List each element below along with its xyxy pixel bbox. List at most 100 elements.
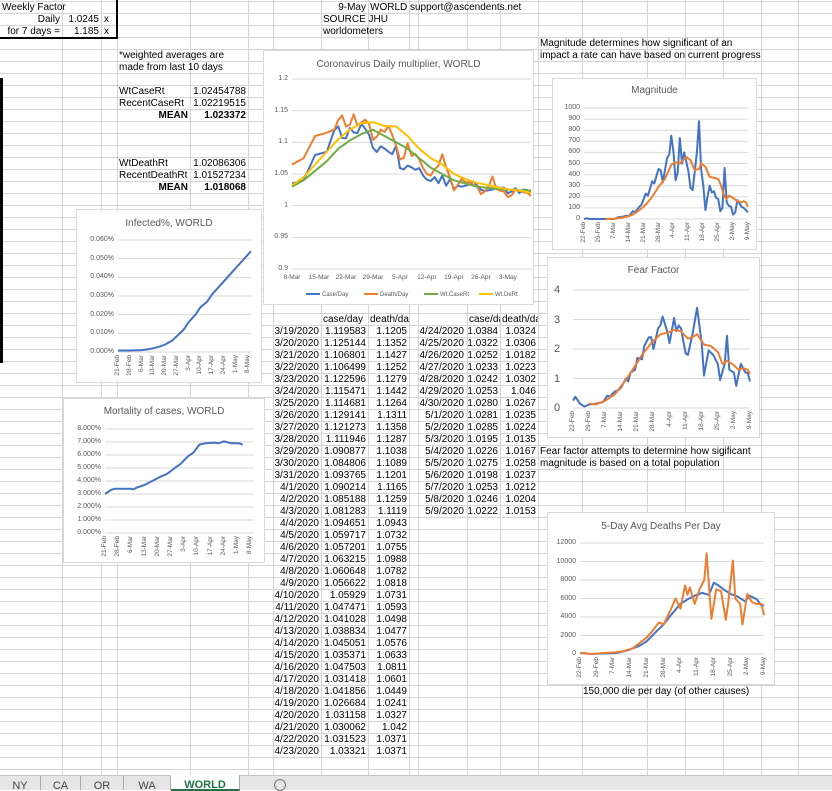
table-case-cell[interactable]: 1.119583	[325, 326, 366, 337]
table-case-cell[interactable]: 1.03321	[329, 746, 366, 757]
table-death-cell[interactable]: 1.0182	[505, 350, 536, 361]
weekly-factor-title[interactable]: Weekly Factor	[2, 2, 66, 13]
table-date-cell[interactable]: 4/28/2020	[419, 374, 465, 385]
table-death-cell[interactable]: 1.1252	[376, 362, 407, 373]
chart-daily-multiplier[interactable]: Coronavirus Daily multiplier, WORLD 0.9 0…	[263, 50, 534, 305]
table-death-cell[interactable]: 1.0371	[376, 734, 407, 745]
table-date-cell[interactable]: 5/8/2020	[425, 494, 464, 505]
table-death-cell[interactable]: 1.0167	[505, 446, 536, 457]
tab-or[interactable]: OR	[81, 776, 124, 790]
table-case-cell[interactable]: 1.0246	[467, 494, 498, 505]
table-date-cell[interactable]: 4/6/2020	[280, 542, 319, 553]
table-case-cell[interactable]: 1.114681	[325, 398, 366, 409]
wt-death-label[interactable]: WtDeathRt	[119, 158, 168, 169]
table-death-cell[interactable]: 1.0601	[376, 674, 407, 685]
table-date-cell[interactable]: 4/2/2020	[280, 494, 319, 505]
wt-death-value[interactable]: 1.02086306	[193, 158, 246, 169]
table-date-cell[interactable]: 4/12/2020	[274, 614, 320, 625]
table-case-cell[interactable]: 1.0275	[467, 458, 498, 469]
table-date-cell[interactable]: 3/31/2020	[274, 470, 320, 481]
table-case-cell[interactable]: 1.045051	[324, 638, 366, 649]
table-case-cell[interactable]: 1.084806	[324, 458, 366, 469]
add-sheet-icon[interactable]	[274, 779, 286, 791]
table-death-cell[interactable]: 1.1279	[376, 374, 407, 385]
table-case-cell[interactable]: 1.038834	[324, 626, 366, 637]
table-death-cell[interactable]: 1.1427	[376, 350, 407, 361]
table-date-cell[interactable]: 5/3/2020	[425, 434, 464, 445]
table-death-cell[interactable]: 1.0327	[376, 710, 407, 721]
table-case-cell[interactable]: 1.0222	[467, 506, 498, 517]
table-death-cell[interactable]: 1.1259	[376, 494, 407, 505]
table-death-cell[interactable]: 1.1119	[377, 506, 407, 517]
table-case-cell[interactable]: 1.056622	[324, 578, 366, 589]
table-case-cell[interactable]: 1.063215	[324, 554, 366, 565]
chart-mortality[interactable]: Mortality of cases, WORLD 0.000% 1.000% 2.…	[63, 398, 265, 563]
source-label-2[interactable]: worldometers	[323, 26, 384, 37]
table-case-cell[interactable]: 1.041856	[324, 686, 366, 697]
table-date-cell[interactable]: 4/29/2020	[419, 386, 465, 397]
magnitude-note-2[interactable]: impact a rate can have based on current …	[540, 50, 761, 61]
chart-fear-factor[interactable]: Fear Factor 0 1 2 3 4 22-Feb 29-Feb 7-Mar 14-Mar…	[547, 257, 760, 438]
other-causes-note[interactable]: 150,000 die per day (of other causes)	[583, 686, 750, 697]
table-case-cell[interactable]: 1.0285	[467, 422, 498, 433]
table-death-cell[interactable]: 1.0212	[505, 482, 536, 493]
source-label[interactable]: SOURCE JHU	[323, 14, 389, 25]
table-date-cell[interactable]: 4/20/2020	[274, 710, 320, 721]
tab-wa[interactable]: WA	[124, 776, 171, 790]
table-death-cell[interactable]: 1.0477	[376, 626, 407, 637]
table-death-cell[interactable]: 1.1165	[377, 482, 407, 493]
table-death-cell[interactable]: 1.042	[381, 722, 407, 733]
table-death-cell[interactable]: 1.0755	[376, 542, 407, 553]
fear-note-1[interactable]: Fear factor attempts to determine how si…	[540, 446, 751, 457]
table-death-cell[interactable]: 1.0324	[505, 326, 536, 337]
table-death-cell[interactable]: 1.0576	[376, 638, 407, 649]
weighted-note-1[interactable]: *weighted averages are	[119, 50, 225, 61]
table-date-cell[interactable]: 3/21/2020	[274, 350, 320, 361]
table-date-cell[interactable]: 4/10/2020	[274, 590, 320, 601]
table-case-cell[interactable]: 1.031523	[324, 734, 366, 745]
table-case-cell[interactable]: 1.059717	[324, 530, 366, 541]
table-death-cell[interactable]: 1.0258	[505, 458, 536, 469]
chart-infected-percent[interactable]: Infected%, WORLD 0.000% 0.010% 0.020% 0.030…	[76, 209, 262, 383]
wt-case-value[interactable]: 1.02454788	[193, 86, 246, 97]
table-date-cell[interactable]: 3/29/2020	[274, 446, 320, 457]
table-death-cell[interactable]: 1.0988	[376, 554, 407, 565]
table-date-cell[interactable]: 4/18/2020	[274, 686, 320, 697]
table-date-cell[interactable]: 4/3/2020	[280, 506, 319, 517]
table-death-cell[interactable]: 1.0593	[376, 602, 407, 613]
table-case-cell[interactable]: 1.047503	[324, 662, 366, 673]
table-case-cell[interactable]: 1.0195	[467, 434, 498, 445]
table-death-cell[interactable]: 1.0135	[505, 434, 536, 445]
table-header[interactable]: case/day	[323, 314, 364, 325]
table-date-cell[interactable]: 4/30/2020	[419, 398, 465, 409]
table-death-cell[interactable]: 1.0498	[376, 614, 407, 625]
case-mean-value[interactable]: 1.023372	[204, 110, 246, 121]
table-date-cell[interactable]: 4/11/2020	[275, 602, 319, 613]
table-death-cell[interactable]: 1.0811	[377, 662, 407, 673]
table-date-cell[interactable]: 5/1/2020	[425, 410, 464, 421]
table-date-cell[interactable]: 3/22/2020	[274, 362, 320, 373]
table-case-cell[interactable]: 1.030062	[324, 722, 366, 733]
table-case-cell[interactable]: 1.129141	[324, 410, 366, 421]
table-case-cell[interactable]: 1.0322	[467, 338, 498, 349]
daily-label[interactable]: Daily	[37, 14, 60, 25]
table-date-cell[interactable]: 4/14/2020	[274, 638, 320, 649]
table-death-cell[interactable]: 1.0943	[376, 518, 407, 529]
table-date-cell[interactable]: 3/27/2020	[274, 422, 320, 433]
table-death-cell[interactable]: 1.0371	[376, 746, 407, 757]
recent-death-value[interactable]: 1.01527234	[193, 170, 246, 181]
table-case-cell[interactable]: 1.121273	[324, 422, 366, 433]
table-case-cell[interactable]: 1.115471	[325, 386, 366, 397]
table-death-cell[interactable]: 1.0204	[505, 494, 536, 505]
table-date-cell[interactable]: 4/8/2020	[280, 566, 319, 577]
table-death-cell[interactable]: 1.0731	[376, 590, 407, 601]
table-case-cell[interactable]: 1.0384	[467, 326, 498, 337]
table-case-cell[interactable]: 1.111946	[325, 434, 366, 445]
recent-case-value[interactable]: 1.02219515	[193, 98, 246, 109]
table-date-cell[interactable]: 5/4/2020	[425, 446, 464, 457]
report-date[interactable]: 9-May	[338, 2, 366, 13]
table-date-cell[interactable]: 3/24/2020	[274, 386, 320, 397]
table-case-cell[interactable]: 1.060648	[324, 566, 366, 577]
chart-deaths-per-day[interactable]: 5-Day Avg Deaths Per Day 0 2000 4000 6000 80…	[547, 512, 775, 685]
table-case-cell[interactable]: 1.122596	[324, 374, 366, 385]
